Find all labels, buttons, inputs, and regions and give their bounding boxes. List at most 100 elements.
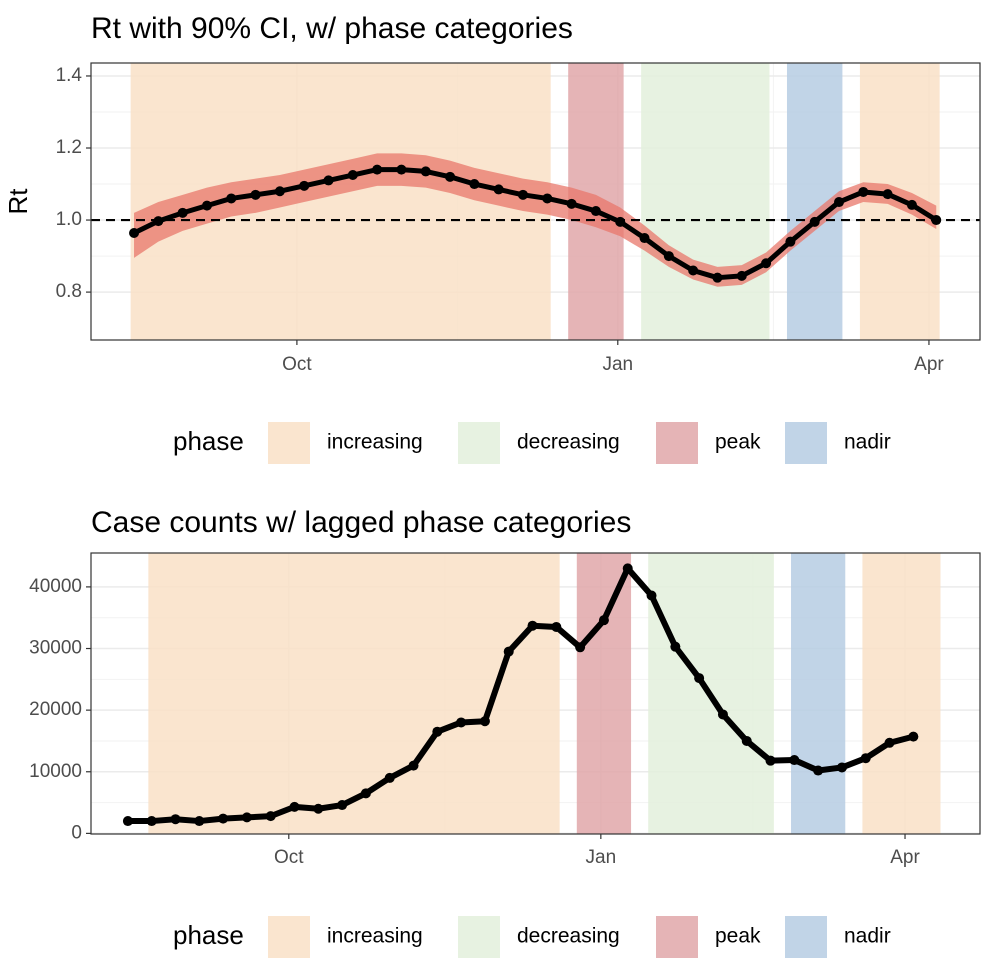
legend-key (656, 422, 698, 464)
phase-band (576, 553, 632, 834)
ci-ribbon (134, 153, 937, 287)
y-tick-label: 10000 (29, 761, 82, 782)
legend-label: peak (715, 925, 761, 948)
data-point (542, 193, 553, 204)
data-point (250, 189, 261, 200)
data-point (408, 760, 419, 771)
data-point (347, 170, 358, 181)
chart-title: Case counts w/ lagged phase categories (91, 506, 631, 539)
data-point (517, 189, 528, 200)
data-point (688, 265, 699, 276)
x-tick-label: Oct (274, 847, 304, 868)
phase-band (641, 63, 770, 340)
panel-border (90, 62, 981, 341)
data-point (384, 772, 395, 783)
data-point (201, 200, 212, 211)
legend-label: peak (715, 431, 761, 454)
data-point (177, 207, 188, 218)
panel: Rt with 90% CI, w/ phase categories Rt 0.8… (3, 12, 981, 464)
data-point (527, 620, 538, 631)
legend-key (458, 916, 500, 958)
data-point (479, 716, 490, 727)
data-point (432, 726, 443, 737)
x-tick-label: Apr (914, 354, 944, 375)
data-point (615, 216, 626, 227)
data-point (590, 206, 601, 217)
legend-key (785, 422, 827, 464)
phase-band (148, 553, 560, 834)
data-point (218, 813, 229, 824)
data-point (323, 175, 334, 186)
data-point (241, 812, 252, 823)
data-point (456, 717, 467, 728)
data-point (122, 816, 133, 827)
data-point (551, 621, 562, 632)
data-point (809, 216, 820, 227)
data-point (153, 216, 164, 227)
legend-label: decreasing (517, 925, 620, 948)
data-point (146, 816, 157, 827)
legend-key (785, 916, 827, 958)
data-point (396, 164, 407, 175)
data-point (663, 251, 674, 262)
data-point (274, 186, 285, 197)
y-tick-label: 0 (71, 822, 82, 843)
data-point (566, 198, 577, 209)
x-tick-label: Jan (602, 354, 633, 375)
data-point (313, 803, 324, 814)
x-tick-label: Oct (282, 354, 312, 375)
data-point (908, 731, 919, 742)
data-point (860, 753, 871, 764)
data-point (622, 563, 633, 574)
data-point (337, 800, 348, 811)
data-point (789, 755, 800, 766)
data-point (834, 197, 845, 208)
legend-label: increasing (327, 925, 423, 948)
y-tick-label: 40000 (29, 576, 82, 597)
y-axis-label: Rt (3, 188, 33, 215)
legend-key (268, 916, 310, 958)
data-point (503, 646, 514, 657)
panel: Case counts w/ lagged phase categories 0 1… (29, 506, 981, 958)
data-line (127, 565, 915, 825)
data-point (575, 642, 586, 653)
data-point (289, 801, 300, 812)
data-point (717, 709, 728, 720)
data-point (129, 228, 140, 239)
legend-title: phase (173, 920, 244, 950)
data-point (813, 765, 824, 776)
phase-band (791, 553, 846, 834)
chart-title: Rt with 90% CI, w/ phase categories (91, 12, 573, 45)
y-tick-label: 1.4 (56, 65, 83, 86)
data-point (882, 189, 893, 200)
data-point (670, 641, 681, 652)
data-line (132, 167, 938, 281)
data-point (469, 179, 480, 190)
data-point (931, 215, 942, 226)
data-point (694, 673, 705, 684)
data-point (299, 180, 310, 191)
data-point (884, 737, 895, 748)
x-tick-label: Jan (586, 847, 617, 868)
y-tick-label: 30000 (29, 638, 82, 659)
y-tick-label: 0.8 (56, 281, 82, 302)
legend-label: nadir (844, 925, 891, 948)
data-point (906, 199, 917, 210)
data-point (360, 788, 371, 799)
y-tick-label: 1.0 (56, 209, 82, 230)
y-tick-label: 20000 (29, 699, 82, 720)
data-point (194, 816, 205, 827)
y-tick-label: 1.2 (56, 137, 82, 158)
data-point (712, 272, 723, 283)
data-point (741, 735, 752, 746)
x-tick-label: Apr (890, 847, 920, 868)
data-point (639, 233, 650, 244)
legend-label: increasing (327, 431, 423, 454)
data-point (836, 762, 847, 773)
data-point (765, 755, 776, 766)
data-point (858, 186, 869, 197)
legend-key (458, 422, 500, 464)
data-point (420, 166, 431, 177)
data-point (493, 184, 504, 195)
